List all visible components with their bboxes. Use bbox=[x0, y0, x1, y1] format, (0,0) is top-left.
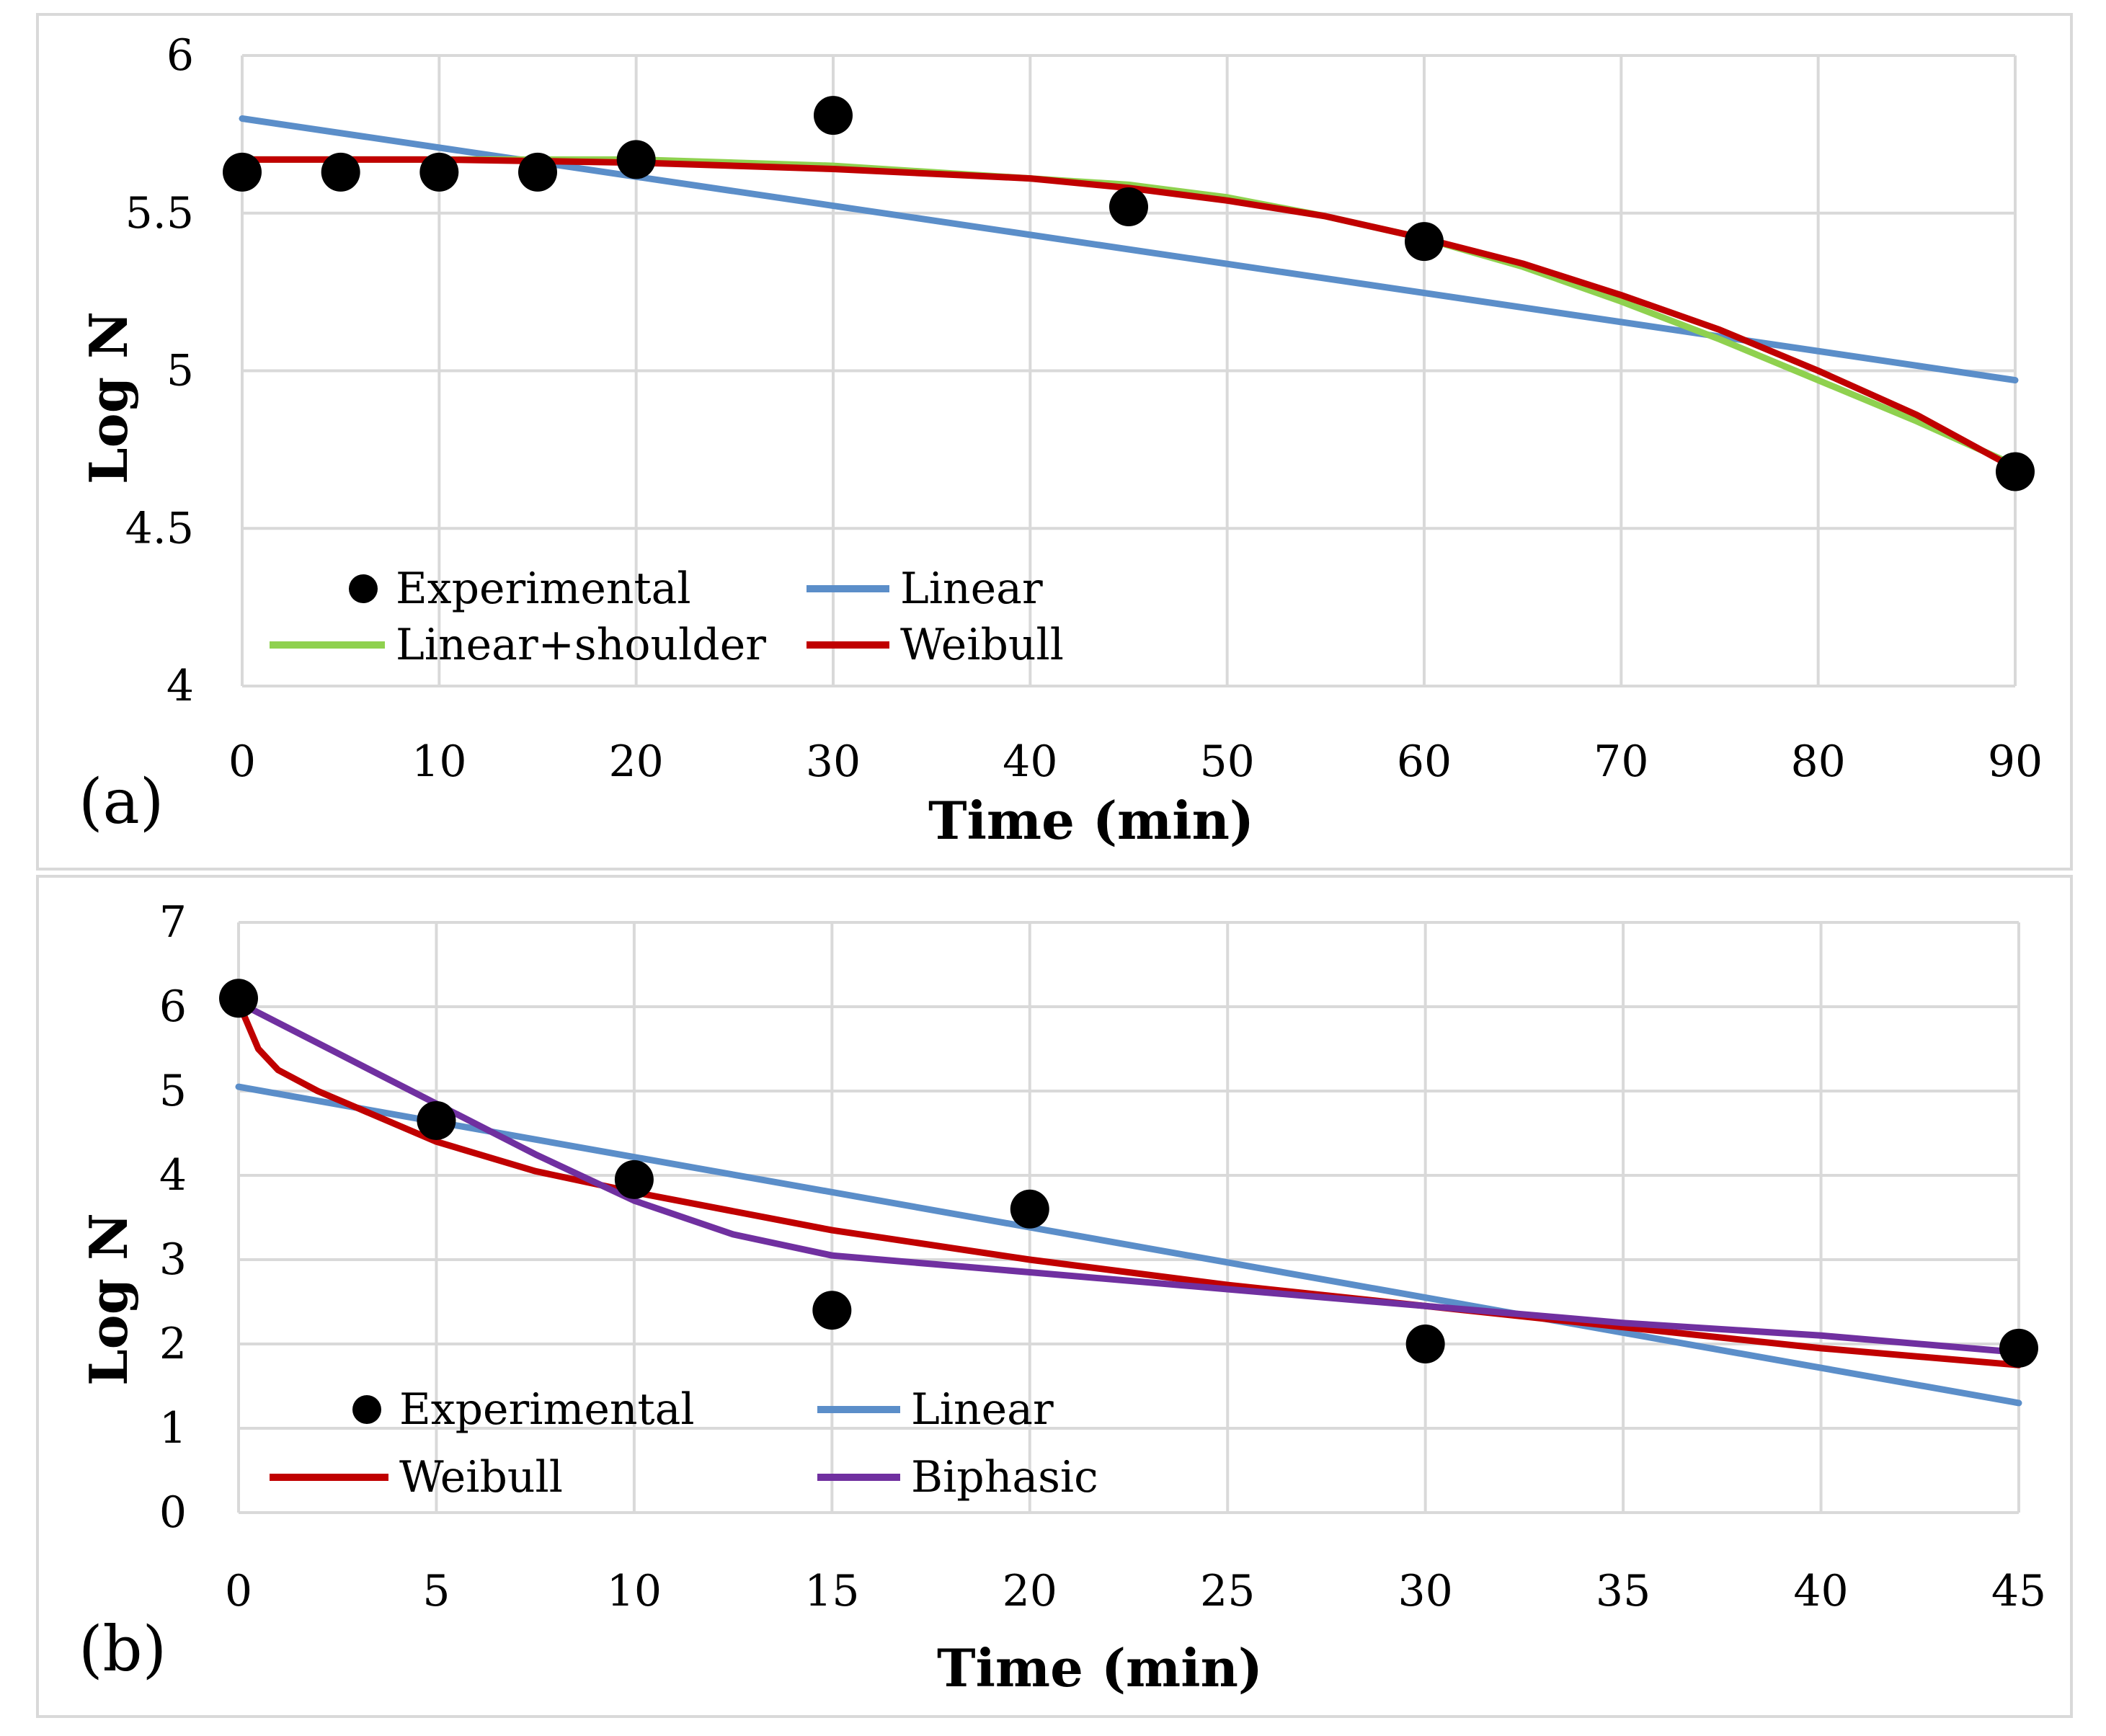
legend-marker-experimental bbox=[349, 574, 378, 603]
x-tick-label: 25 bbox=[1200, 1566, 1255, 1616]
x-tick-label: 40 bbox=[1793, 1566, 1848, 1616]
legend-label-biphasic: Biphasic bbox=[911, 1452, 1098, 1503]
legend-b: Experimental Linear Weibull Biphasic bbox=[270, 1384, 1098, 1503]
series-line-linear bbox=[235, 1083, 2022, 1407]
legend-label-experimental: Experimental bbox=[396, 564, 691, 614]
x-tick-label: 60 bbox=[1397, 736, 1452, 787]
legend-label-weibull: Weibull bbox=[900, 620, 1064, 670]
x-tick-label: 15 bbox=[804, 1566, 859, 1616]
x-ticks-a: 0 10 20 30 40 50 60 70 80 90 bbox=[228, 736, 2043, 787]
x-tick-label: 0 bbox=[228, 736, 256, 787]
data-point-experimental bbox=[1109, 187, 1148, 226]
y-tick-label: 4 bbox=[159, 1150, 187, 1201]
x-tick-label: 20 bbox=[1003, 1566, 1057, 1616]
y-tick-label: 5 bbox=[159, 1066, 187, 1116]
chart-panel-a: 0 10 20 30 40 50 60 70 80 90 4 4.5 5 5.5 6 Experiment… bbox=[36, 13, 2073, 871]
legend-marker-experimental bbox=[352, 1395, 381, 1424]
y-tick-label: 5.5 bbox=[125, 188, 194, 239]
y-axis-title-a: Log N bbox=[78, 311, 139, 484]
x-tick-label: 10 bbox=[607, 1566, 662, 1616]
legend-label-linear: Linear bbox=[900, 564, 1043, 614]
legend-label-linear: Linear bbox=[911, 1384, 1054, 1435]
y-axis-title-b: Log N bbox=[78, 1213, 139, 1386]
y-tick-label: 4 bbox=[166, 661, 194, 711]
series-a bbox=[223, 96, 2035, 491]
data-point-experimental bbox=[1999, 1328, 2038, 1368]
legend-label-weibull: Weibull bbox=[399, 1452, 563, 1503]
x-tick-label: 70 bbox=[1594, 736, 1648, 787]
legend-label-experimental: Experimental bbox=[399, 1384, 695, 1435]
series-line-biphasic bbox=[235, 999, 2022, 1356]
data-point-experimental bbox=[321, 152, 360, 192]
y-tick-label: 5 bbox=[166, 346, 194, 396]
panel-label-b: (b) bbox=[79, 1613, 166, 1686]
x-tick-label: 20 bbox=[608, 736, 663, 787]
legend-label-linear-shoulder: Linear+shoulder bbox=[396, 620, 766, 670]
y-tick-label: 0 bbox=[159, 1487, 187, 1538]
x-tick-label: 30 bbox=[1398, 1566, 1452, 1616]
panel-label-a: (a) bbox=[79, 766, 164, 838]
x-tick-label: 30 bbox=[806, 736, 861, 787]
y-tick-label: 6 bbox=[159, 981, 187, 1032]
series-line-weibull bbox=[235, 999, 2022, 1368]
data-point-experimental bbox=[1010, 1189, 1049, 1229]
series-line-weibull bbox=[239, 156, 2019, 472]
data-point-experimental bbox=[812, 1291, 852, 1330]
x-tick-label: 45 bbox=[1991, 1566, 2046, 1616]
chart-a-svg: 0 10 20 30 40 50 60 70 80 90 4 4.5 5 5.5 6 Experiment… bbox=[78, 30, 2043, 851]
data-point-experimental bbox=[223, 152, 262, 192]
y-tick-label: 2 bbox=[159, 1319, 187, 1369]
x-tick-label: 0 bbox=[225, 1566, 252, 1616]
x-tick-label: 50 bbox=[1199, 736, 1254, 787]
y-tick-label: 7 bbox=[159, 897, 187, 948]
x-ticks-b: 0 5 10 15 20 25 30 35 40 45 bbox=[225, 1566, 2046, 1616]
x-axis-title-b: Time (min) bbox=[937, 1637, 1263, 1699]
data-point-experimental bbox=[1405, 222, 1444, 262]
legend-a: Experimental Linear Linear+shoulder Weibull bbox=[270, 564, 1064, 670]
y-ticks-b: 0 1 2 3 4 5 6 7 bbox=[159, 897, 187, 1538]
data-point-experimental bbox=[814, 96, 853, 135]
data-point-experimental bbox=[616, 140, 656, 179]
x-tick-label: 35 bbox=[1596, 1566, 1650, 1616]
series-b bbox=[219, 979, 2038, 1407]
x-tick-label: 40 bbox=[1003, 736, 1057, 787]
x-tick-label: 90 bbox=[1988, 736, 2043, 787]
data-point-experimental bbox=[219, 979, 258, 1018]
y-tick-label: 4.5 bbox=[125, 503, 194, 553]
y-ticks-a: 4 4.5 5 5.5 6 bbox=[125, 30, 194, 711]
data-point-experimental bbox=[417, 1100, 456, 1140]
data-point-experimental bbox=[1996, 452, 2035, 491]
x-tick-label: 5 bbox=[422, 1566, 450, 1616]
data-point-experimental bbox=[518, 152, 557, 192]
y-tick-label: 6 bbox=[166, 30, 194, 81]
data-point-experimental bbox=[614, 1159, 654, 1199]
data-point-experimental bbox=[419, 152, 459, 192]
y-tick-label: 3 bbox=[159, 1234, 187, 1285]
data-point-experimental bbox=[1405, 1325, 1445, 1363]
x-tick-label: 10 bbox=[412, 736, 466, 787]
x-tick-label: 80 bbox=[1790, 736, 1845, 787]
y-tick-label: 1 bbox=[159, 1403, 187, 1454]
grid-b bbox=[237, 921, 2020, 1514]
x-axis-title-a: Time (min) bbox=[928, 790, 1254, 851]
